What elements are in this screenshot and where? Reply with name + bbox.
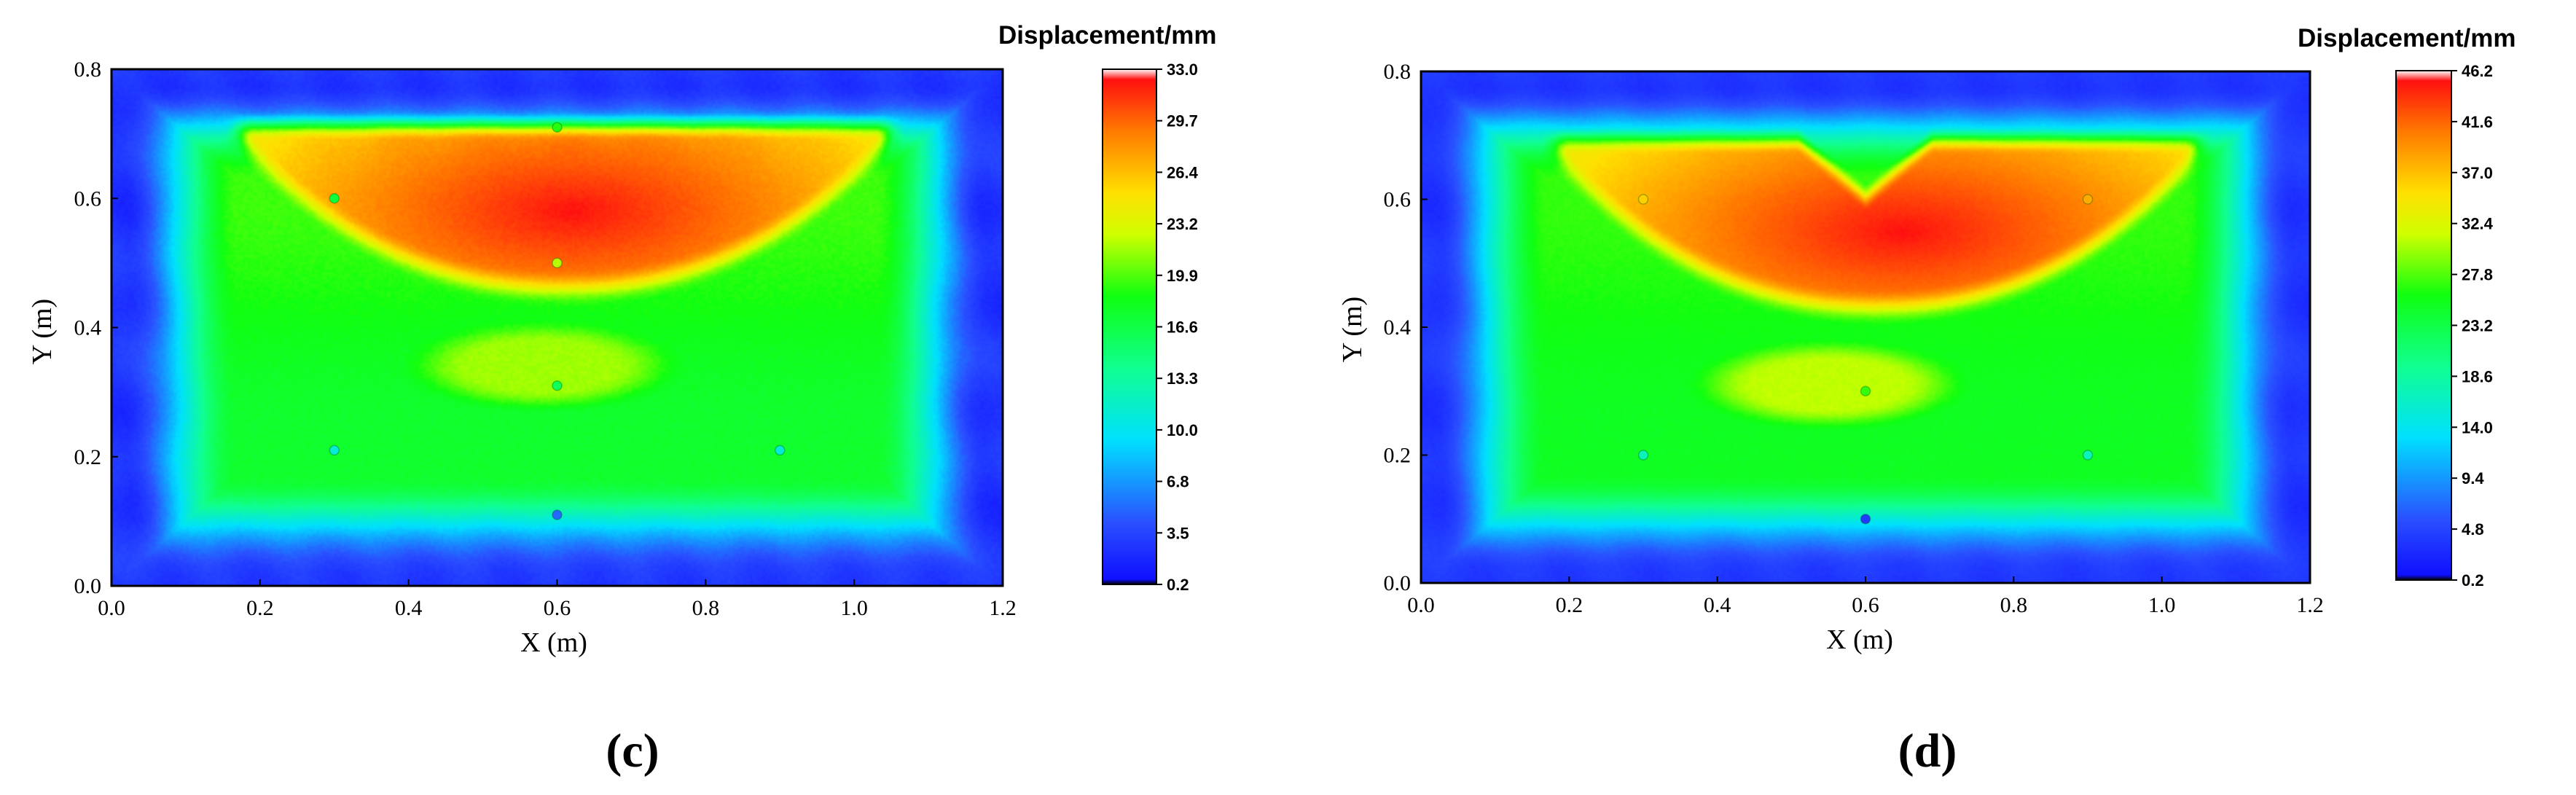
x-axis-title: X (m) bbox=[1826, 624, 1893, 655]
x-tick-label: 0.2 bbox=[1556, 593, 1583, 617]
colorbar-title: Displacement/mm bbox=[998, 21, 1217, 50]
marker-point bbox=[552, 381, 562, 391]
x-tick-label: 0.4 bbox=[395, 596, 423, 620]
chart-d: 0.0 0.2 0.4 0.6 0.8 1.0 1.2 0.0 0.2 0.4 0.6 0.8 X … bbox=[1288, 0, 2576, 795]
colorbar-tick-label: 46.2 bbox=[2462, 62, 2493, 80]
marker-point bbox=[1861, 514, 1871, 524]
x-tick-label: 0.2 bbox=[246, 596, 274, 620]
colorbar-tick-label: 29.7 bbox=[1167, 112, 1198, 130]
colorbar-tick-label: 6.8 bbox=[1167, 473, 1189, 491]
colorbar-tick-label: 18.6 bbox=[2462, 367, 2493, 385]
chart-c: 0.0 0.2 0.4 0.6 0.8 1.0 1.2 0.0 0.2 0.4 0.6 0.8 X … bbox=[0, 0, 1288, 795]
marker-point bbox=[1639, 195, 1648, 204]
marker-point bbox=[775, 445, 785, 455]
marker-point bbox=[329, 445, 339, 455]
x-tick-label: 1.2 bbox=[989, 596, 1017, 620]
marker-point bbox=[552, 122, 562, 132]
y-axis-title: Y (m) bbox=[1337, 297, 1368, 362]
y-tick-label: 0.8 bbox=[74, 58, 102, 82]
x-tick-label: 1.0 bbox=[2148, 593, 2176, 617]
x-tick-label: 1.0 bbox=[840, 596, 868, 620]
x-tick-label: 1.2 bbox=[2296, 593, 2324, 617]
colorbar-ticks: 0.2 4.8 9.4 14.0 18.6 23.2 27.8 32.4 37.0 41.6 46.… bbox=[2451, 62, 2494, 590]
colorbar-tick-label: 4.8 bbox=[2462, 520, 2484, 539]
colorbar-tick-label: 0.2 bbox=[1167, 576, 1189, 594]
x-tick-label: 0.0 bbox=[1407, 593, 1435, 617]
colorbar-tick-label: 23.2 bbox=[2462, 317, 2493, 335]
y-tick-label: 0.6 bbox=[74, 187, 102, 211]
colorbar-tick-label: 27.8 bbox=[2462, 266, 2493, 284]
colorbar-tick-label: 3.5 bbox=[1167, 524, 1189, 542]
colorbar-tick-label: 13.3 bbox=[1167, 369, 1198, 388]
y-tick-label: 0.0 bbox=[74, 574, 102, 598]
x-tick-label: 0.6 bbox=[1852, 593, 1879, 617]
colorbar-tick-label: 37.0 bbox=[2462, 164, 2493, 182]
colorbar bbox=[2396, 71, 2451, 580]
colorbar-tick-label: 16.6 bbox=[1167, 318, 1198, 337]
y-tick-label: 0.6 bbox=[1384, 188, 1412, 212]
colorbar-tick-label: 0.2 bbox=[2462, 571, 2484, 590]
colorbar-ticks: 0.2 3.5 6.8 10.0 13.3 16.6 19.9 23.2 26.4 29.7 33.… bbox=[1156, 60, 1199, 594]
panel-label: (c) bbox=[606, 724, 659, 778]
y-tick-label: 0.4 bbox=[1384, 316, 1412, 340]
panel-label: (d) bbox=[1898, 724, 1957, 778]
y-tick-label: 0.2 bbox=[74, 445, 102, 469]
colorbar bbox=[1103, 69, 1156, 584]
colorbar-tick-label: 19.9 bbox=[1167, 267, 1198, 285]
x-tick-label: 0.8 bbox=[692, 596, 720, 620]
colorbar-tick-label: 23.2 bbox=[1167, 215, 1198, 233]
x-tick-label: 0.4 bbox=[1704, 593, 1731, 617]
y-tick-label: 0.2 bbox=[1384, 444, 1412, 468]
colorbar-title: Displacement/mm bbox=[2298, 24, 2516, 52]
x-tick-label: 0.0 bbox=[98, 596, 125, 620]
colorbar-tick-label: 9.4 bbox=[2462, 469, 2484, 487]
marker-point bbox=[1639, 450, 1648, 460]
y-axis-title: Y (m) bbox=[27, 299, 58, 364]
marker-point bbox=[552, 510, 562, 520]
figure-panel-c: 0.0 0.2 0.4 0.6 0.8 1.0 1.2 0.0 0.2 0.4 0.6 0.8 X … bbox=[0, 0, 1288, 795]
colorbar-tick-label: 26.4 bbox=[1167, 163, 1199, 181]
x-tick-label: 0.6 bbox=[544, 596, 571, 620]
y-tick-label: 0.8 bbox=[1384, 60, 1412, 84]
x-axis-title: X (m) bbox=[520, 627, 587, 658]
marker-point bbox=[552, 258, 562, 267]
marker-point bbox=[2083, 450, 2093, 460]
marker-point bbox=[1861, 386, 1871, 396]
colorbar-tick-label: 10.0 bbox=[1167, 421, 1198, 439]
x-tick-label: 0.8 bbox=[2000, 593, 2028, 617]
figure-panel-d: 0.0 0.2 0.4 0.6 0.8 1.0 1.2 0.0 0.2 0.4 0.6 0.8 X … bbox=[1288, 0, 2576, 795]
heatmap-image bbox=[111, 69, 1003, 586]
marker-point bbox=[329, 194, 339, 203]
y-tick-label: 0.0 bbox=[1384, 571, 1412, 595]
colorbar-tick-label: 33.0 bbox=[1167, 60, 1198, 79]
marker-point bbox=[2083, 195, 2093, 204]
colorbar-tick-label: 14.0 bbox=[2462, 418, 2493, 436]
heatmap-image bbox=[1421, 71, 2310, 583]
y-tick-label: 0.4 bbox=[74, 316, 102, 340]
colorbar-tick-label: 41.6 bbox=[2462, 113, 2493, 131]
colorbar-tick-label: 32.4 bbox=[2462, 215, 2494, 233]
